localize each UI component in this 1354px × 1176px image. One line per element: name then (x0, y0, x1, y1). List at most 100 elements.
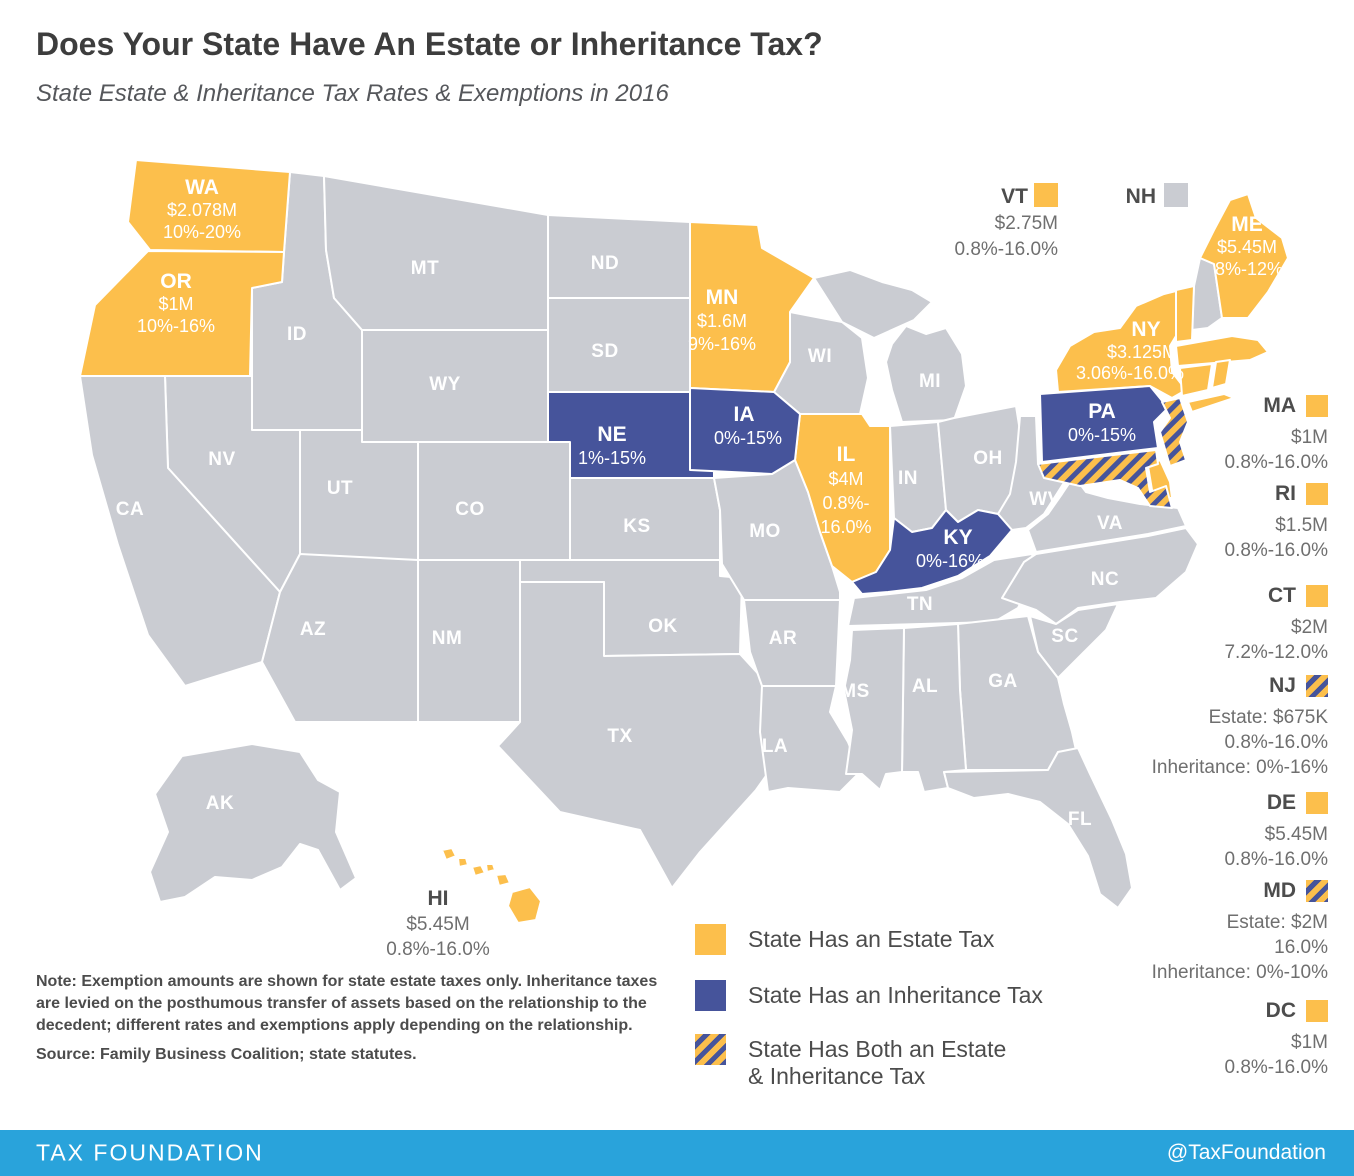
state-value: Estate: $675K (1208, 707, 1328, 729)
state-mi (885, 325, 967, 423)
state-value: 9%-16% (688, 334, 756, 354)
state-vt-callout: VT $2.75M 0.8%-16.0% (954, 183, 1058, 260)
state-abbr: IL (837, 443, 856, 466)
state-value: 0.8%- (822, 493, 869, 513)
state-label-nm: NM (432, 628, 463, 649)
legend-item-estate: State Has an Estate Tax (695, 924, 994, 955)
state-abbr: OR (160, 270, 192, 293)
inheritance-tax-swatch (695, 980, 726, 1011)
side-label-de: DE $5.45M 0.8%-16.0% (1068, 791, 1328, 872)
state-vt (1175, 285, 1195, 343)
state-value: $5.45M (1217, 237, 1277, 257)
state-va (1027, 475, 1187, 553)
both-taxes-swatch (1306, 880, 1328, 902)
state-me (1199, 193, 1289, 319)
state-wa (127, 159, 291, 253)
state-value: 0.8%-16.0% (1224, 1057, 1328, 1079)
state-value: 7.2%-12.0% (1224, 642, 1328, 664)
note-text: Note: Exemption amounts are shown for st… (36, 973, 658, 1034)
state-value: $4M (828, 469, 863, 489)
state-abbr: NE (597, 423, 626, 446)
state-label-al: AL (912, 676, 938, 697)
state-value: 0.8%-16.0% (1224, 452, 1328, 474)
state-value: $1M (1291, 1032, 1328, 1054)
state-label-nc: NC (1091, 569, 1119, 590)
states-layer (79, 159, 1289, 924)
labels-layer: MT ID ND SD WY WI MI CA NV UT CO KS MO I… (116, 176, 1283, 960)
side-label-head: DE (1068, 791, 1328, 815)
estate-swatch (1306, 585, 1328, 607)
state-abbr: PA (1088, 400, 1116, 423)
side-label-ma: MA $1M 0.8%-16.0% (1068, 394, 1328, 475)
state-ky-label: KY 0%-16% (916, 526, 984, 571)
state-label-ok: OK (648, 616, 678, 637)
state-value: Estate: $2M (1226, 912, 1328, 934)
estate-swatch (1306, 792, 1328, 814)
legend-label-line: State Has an Inheritance Tax (748, 982, 1043, 1008)
side-label-ct: CT $2M 7.2%-12.0% (1068, 584, 1328, 665)
state-ct (1179, 363, 1213, 397)
side-label-head: MD (1068, 879, 1328, 903)
state-il-label: IL $4M 0.8%- 16.0% (820, 443, 871, 537)
state-label-co: CO (455, 499, 485, 520)
us-choropleth-map: MT ID ND SD WY WI MI CA NV UT CO KS MO I… (79, 159, 1289, 960)
state-abbr: IA (734, 403, 755, 426)
state-value: $5.45M (1264, 824, 1328, 846)
state-value: Inheritance: 0%-16% (1151, 757, 1328, 779)
state-label-mo: MO (749, 521, 781, 542)
state-value: 16.0% (1274, 937, 1328, 959)
state-value: $1M (1291, 427, 1328, 449)
state-fl (943, 747, 1133, 909)
state-hi-label: HI $5.45M 0.8%-16.0% (386, 887, 490, 960)
state-label-ak: AK (206, 793, 234, 814)
state-label-mt: MT (411, 258, 439, 279)
state-abbr: NJ (1269, 674, 1296, 697)
state-abbr: KY (943, 526, 972, 549)
vt-estate-swatch (1034, 183, 1058, 207)
state-label-ms: MS (840, 681, 870, 702)
state-label-in: IN (898, 468, 918, 489)
state-mi-upper (813, 269, 933, 339)
state-value: $2.75M (995, 213, 1058, 234)
state-abbr: MD (1263, 879, 1296, 902)
state-ca (79, 375, 281, 687)
state-value: 0%-15% (714, 428, 782, 448)
state-label-wi: WI (808, 346, 832, 367)
state-la (759, 685, 861, 793)
state-label-ca: CA (116, 499, 144, 520)
state-sd (547, 297, 697, 393)
state-label-sc: SC (1051, 626, 1078, 647)
state-label-nv: NV (208, 449, 235, 470)
both-taxes-swatch (695, 1034, 726, 1065)
state-abbr: NH (1126, 185, 1156, 208)
state-abbr: HI (428, 887, 449, 910)
state-abbr: MA (1263, 394, 1296, 417)
estate-swatch (1306, 395, 1328, 417)
state-abbr: DC (1265, 999, 1296, 1022)
footnote: Note: Exemption amounts are shown for st… (36, 971, 660, 1066)
side-label-head: RI (1068, 482, 1328, 506)
legend-label-line: & Inheritance Tax (748, 1063, 926, 1089)
state-value: $1.5M (1275, 515, 1328, 537)
state-label-wv: WV (1029, 489, 1061, 510)
state-ky (851, 509, 1013, 595)
side-label-dc: DC $1M 0.8%-16.0% (1068, 999, 1328, 1080)
state-abbr: DE (1266, 791, 1296, 814)
state-value: $2M (1291, 617, 1328, 639)
state-mn-label: MN $1.6M 9%-16% (688, 286, 756, 354)
state-abbr: VT (1001, 185, 1028, 208)
state-value: 0.8%-16.0% (954, 239, 1058, 260)
state-ms (843, 627, 905, 791)
state-ny-label: NY $3.125M 3.06%-16.0% (1076, 318, 1184, 383)
state-label-ut: UT (327, 478, 353, 499)
state-nh-callout: NH (1126, 183, 1188, 208)
state-wa-label: WA $2.078M 10%-20% (163, 176, 241, 242)
estate-swatch (1306, 1000, 1328, 1022)
state-value: 8%-12% (1215, 259, 1283, 279)
state-value: $3.125M (1107, 342, 1177, 362)
legend-label-line: State Has an Estate Tax (748, 926, 995, 952)
state-abbr: RI (1275, 482, 1296, 505)
state-ne-label: NE 1%-15% (578, 423, 646, 468)
state-ia (689, 387, 801, 475)
estate-swatch (1306, 483, 1328, 505)
